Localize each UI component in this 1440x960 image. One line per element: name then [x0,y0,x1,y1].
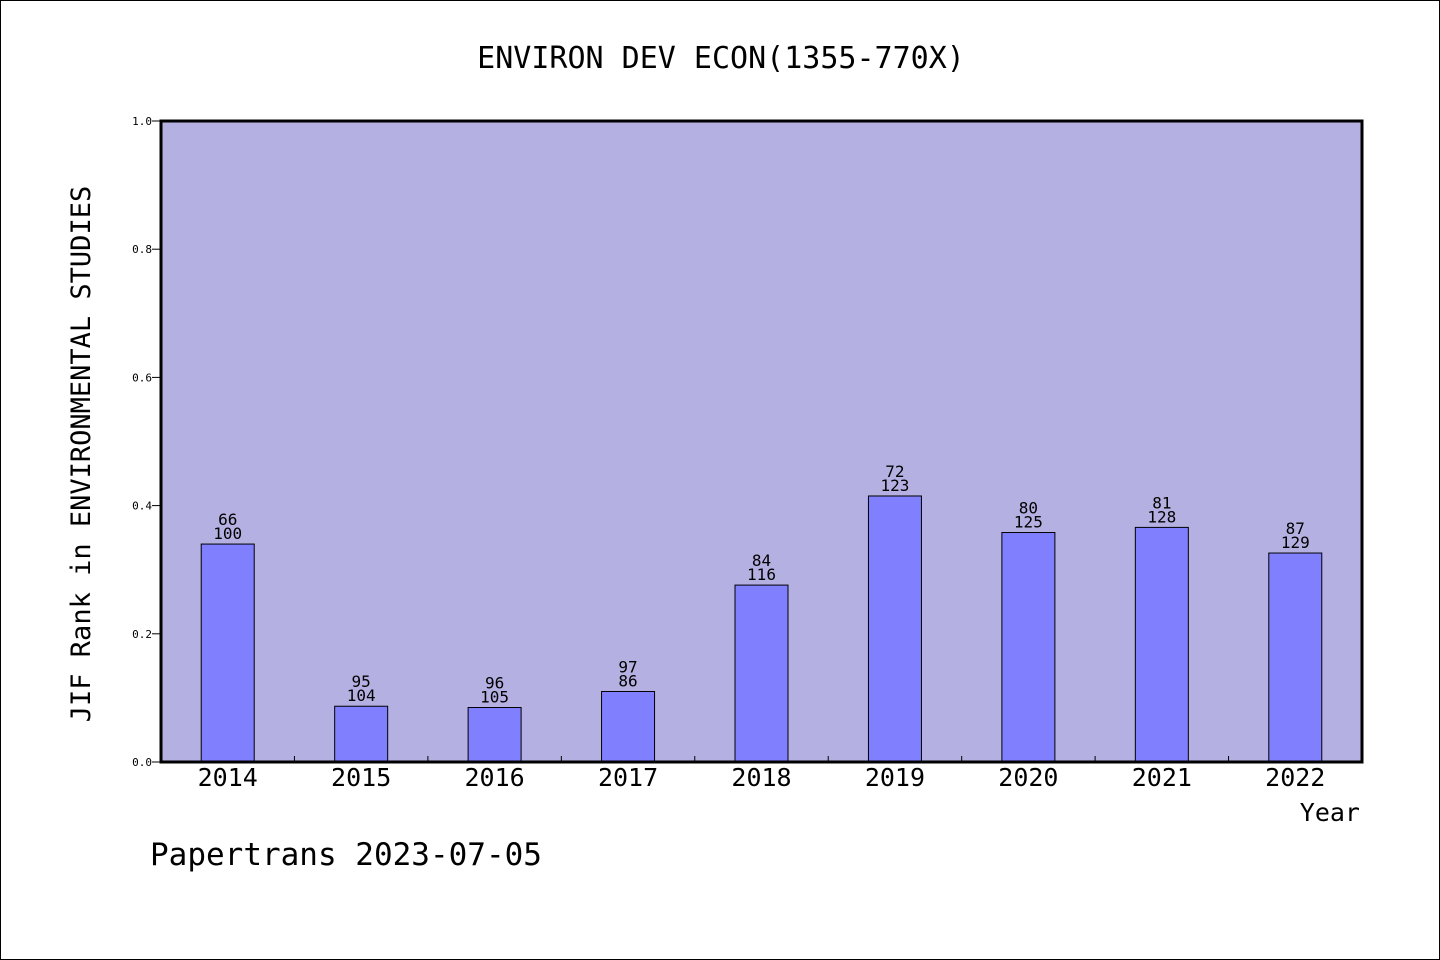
bar-rank-label-2017: 97 [618,657,637,676]
bar-total-label-2019: 123 [880,476,909,495]
x-tick-label-2016: 2016 [465,763,525,792]
bar-rank-label-2015: 95 [352,672,371,691]
y-tick-label: 0.2 [132,628,152,641]
x-tick-label-2020: 2020 [998,763,1058,792]
bar-2016 [467,707,522,763]
plot-frame [159,119,1364,764]
x-axis-ticks: 2014 2015 2016 2017 2018 2019 2020 2021 2022 [198,756,1325,792]
bar-total-label-2022: 129 [1281,533,1310,552]
footer-date-stamp: Papertrans 2023-07-05 [150,837,542,873]
x-tick-label-2022: 2022 [1265,763,1325,792]
bar-rank-label-2020: 80 [1019,499,1038,518]
x-tick-label-2021: 2021 [1132,763,1192,792]
x-tick-label-2018: 2018 [731,763,791,792]
bars-group [200,495,1323,763]
y-tick-label: 0.0 [132,756,152,769]
bar-2019 [867,495,922,763]
y-tick-label: 0.4 [132,500,152,513]
bar-2014 [200,543,255,763]
bar-2021 [1134,526,1189,763]
bar-rank-label-2014: 66 [218,510,237,529]
chart-title: ENVIRON DEV ECON(1355-770X) [477,41,965,76]
bar-2018 [734,584,789,763]
bar-rank-label-2022: 87 [1286,519,1305,538]
bar-total-label-2015: 104 [347,686,376,705]
bar-rank-label-2019: 72 [885,462,904,481]
x-tick-label-2014: 2014 [198,763,258,792]
x-axis-label: Year [1300,798,1360,827]
x-tick-label-2017: 2017 [598,763,658,792]
bar-2015 [334,705,389,763]
bar-total-label-2017: 86 [618,671,637,690]
y-axis-label: JIF Rank in ENVIRONMENTAL STUDIES [66,186,97,722]
bar-total-label-2021: 128 [1147,507,1176,526]
y-tick-label: 0.6 [132,371,152,384]
y-tick-label: 1.0 [132,115,152,128]
x-tick-label-2015: 2015 [331,763,391,792]
bar-total-label-2020: 125 [1014,513,1043,532]
bar-total-label-2016: 105 [480,688,509,707]
bar-rank-label-2018: 84 [752,551,771,570]
bar-total-label-2018: 116 [747,565,776,584]
bar-2020 [1001,532,1056,763]
y-axis-ticks: 0.0 0.2 0.4 0.6 0.8 1.0 [132,115,161,769]
bar-total-label-2014: 100 [213,524,242,543]
bar-rank-label-2016: 96 [485,674,504,693]
y-tick-label: 0.8 [132,243,152,256]
x-tick-label-2019: 2019 [865,763,925,792]
bar-rank-label-2021: 81 [1152,493,1171,512]
bar-2022 [1268,552,1323,763]
bar-2017 [601,690,656,763]
